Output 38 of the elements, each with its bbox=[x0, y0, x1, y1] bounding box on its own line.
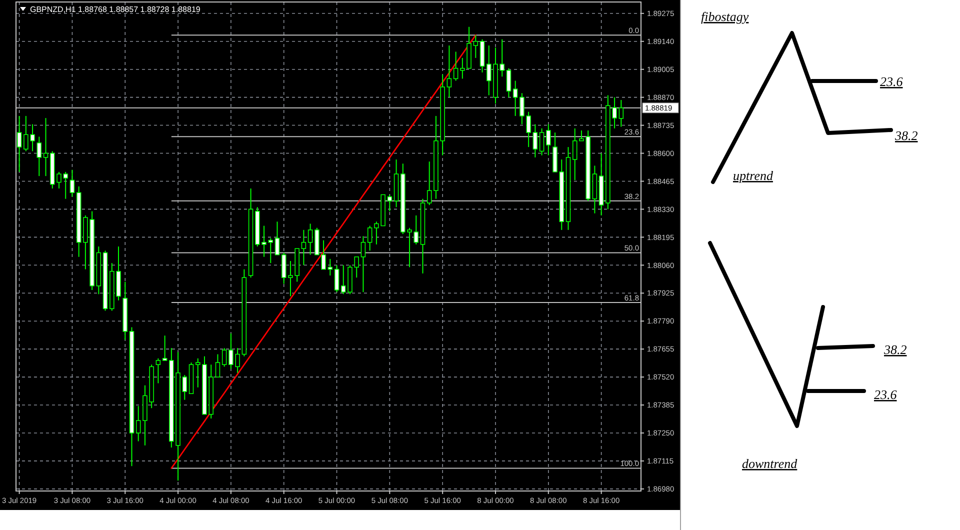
candlestick bbox=[539, 128, 544, 156]
candlestick bbox=[546, 124, 551, 156]
text: 38.2 bbox=[883, 342, 908, 357]
candlestick bbox=[473, 34, 478, 58]
candlestick bbox=[36, 136, 42, 177]
candlestick bbox=[70, 169, 75, 198]
candlestick bbox=[446, 45, 452, 98]
candlestick bbox=[506, 68, 512, 98]
candlestick bbox=[301, 229, 306, 266]
chart-title: GBPNZD,H1 1.88768 1.88857 1.88728 1.88819 bbox=[30, 5, 201, 14]
candlestick bbox=[572, 128, 578, 181]
candlestick bbox=[162, 335, 168, 361]
line-series bbox=[170, 34, 476, 469]
candlestick bbox=[222, 348, 227, 368]
candlestick bbox=[43, 118, 48, 177]
candlestick bbox=[387, 194, 392, 212]
candlestick bbox=[334, 264, 340, 293]
text: downtrend bbox=[742, 456, 798, 471]
candlestick bbox=[618, 100, 624, 128]
candlestick bbox=[16, 115, 22, 172]
candlestick bbox=[274, 221, 280, 256]
candlestick bbox=[532, 124, 538, 158]
candlestick bbox=[182, 374, 188, 400]
text: 23.6 bbox=[880, 74, 904, 89]
candlestick bbox=[426, 161, 432, 206]
text: 38.2 bbox=[894, 128, 918, 143]
candlestick bbox=[512, 80, 518, 116]
text: fibostagy bbox=[701, 9, 749, 24]
text: 23.6 bbox=[874, 387, 898, 402]
candlestick bbox=[367, 225, 372, 252]
candlestick bbox=[215, 354, 220, 378]
text: uptrend bbox=[733, 168, 774, 183]
candlestick bbox=[156, 358, 161, 384]
candlestick bbox=[308, 223, 313, 256]
candlestick bbox=[136, 406, 141, 442]
candlestick bbox=[360, 236, 366, 293]
candlestick bbox=[453, 51, 458, 82]
candlestick bbox=[281, 252, 286, 284]
